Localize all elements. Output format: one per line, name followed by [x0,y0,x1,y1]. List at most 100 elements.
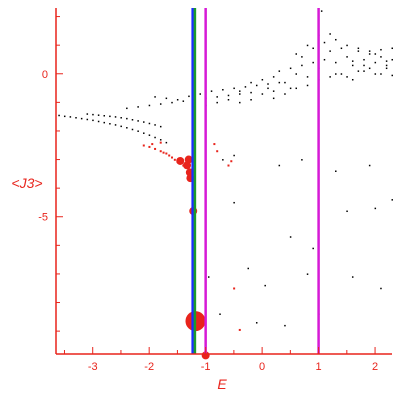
data-point [247,267,249,270]
data-point [301,56,303,58]
data-point [289,87,292,90]
data-point [126,117,128,120]
data-point [151,143,154,146]
data-point [320,10,323,12]
data-point [391,199,393,201]
data-point [306,76,309,78]
data-point [103,115,105,117]
data-point [109,123,111,125]
data-point [323,58,326,61]
data-point [380,73,382,75]
data-point [126,127,128,129]
data-point [340,73,343,75]
data-point [351,276,354,278]
data-point [391,58,393,61]
data-point [114,124,117,126]
data-point [80,117,83,120]
data-point [165,141,168,144]
data-point [250,81,252,84]
data-point [109,115,111,118]
data-point [374,53,377,55]
data-point [216,96,218,98]
data-point [97,114,100,116]
data-point [222,88,224,91]
data-point [176,99,179,101]
vertical-lines [191,8,320,354]
data-point [368,164,371,167]
data-point [182,100,185,102]
data-point [363,64,365,67]
data-point [86,118,89,121]
data-point [391,74,393,77]
data-point [346,210,348,213]
data-point [227,94,230,97]
data-point [69,116,72,118]
data-point [329,50,331,52]
x-tick-label: -2 [144,361,154,373]
data-point [142,144,145,147]
data-point [103,121,105,124]
data-point [363,70,365,72]
data-point [207,276,210,278]
data-point [391,47,393,50]
data-point [137,130,139,132]
data-point [255,84,258,87]
series-layer [58,10,393,360]
data-point [238,328,241,331]
data-point [312,247,314,250]
axes: -3 -2 -1 0 1 2 0 -5 [38,8,392,373]
data-point [233,87,235,90]
data-point [272,90,275,92]
data-point [216,101,218,104]
data-point [222,159,224,161]
data-point [165,152,168,155]
data-point [284,81,286,84]
data-point [385,60,388,62]
data-point [239,90,241,92]
data-point [159,125,162,128]
data-point [346,76,348,78]
data-point [368,67,371,70]
x-tick-label: 1 [316,361,322,373]
data-point [335,38,337,41]
data-point [148,145,151,148]
data-point [114,116,117,118]
data-point [368,53,371,55]
data-point [171,156,174,159]
data-point [306,84,309,87]
data-point [295,73,297,75]
data-point [188,95,190,98]
x-tick-label: 2 [372,361,378,373]
data-point [284,93,286,95]
data-point [363,58,365,61]
data-point [380,56,382,58]
data-point [154,147,157,150]
data-point [278,164,281,167]
data-point [306,44,309,47]
y-axis-label: <J3> [11,175,42,191]
data-point [233,287,236,290]
data-point [131,128,134,131]
data-point [143,121,145,123]
data-point [58,114,60,117]
data-point [346,44,348,47]
data-point [199,93,201,95]
data-point [120,125,122,128]
data-point [120,117,122,119]
data-point [289,236,292,238]
y-tick-label: 0 [42,69,48,81]
data-point [329,33,331,35]
data-point [213,143,216,146]
data-point [216,150,219,153]
data-point [374,207,377,210]
data-point [143,132,145,134]
data-point [312,47,314,50]
data-point [351,78,354,81]
x-axis-label: E [217,376,227,392]
data-point [184,155,193,164]
data-point [250,99,252,101]
y-tick-label: -5 [38,212,48,224]
data-point [346,56,348,58]
data-point [335,73,337,75]
data-point [278,81,281,84]
